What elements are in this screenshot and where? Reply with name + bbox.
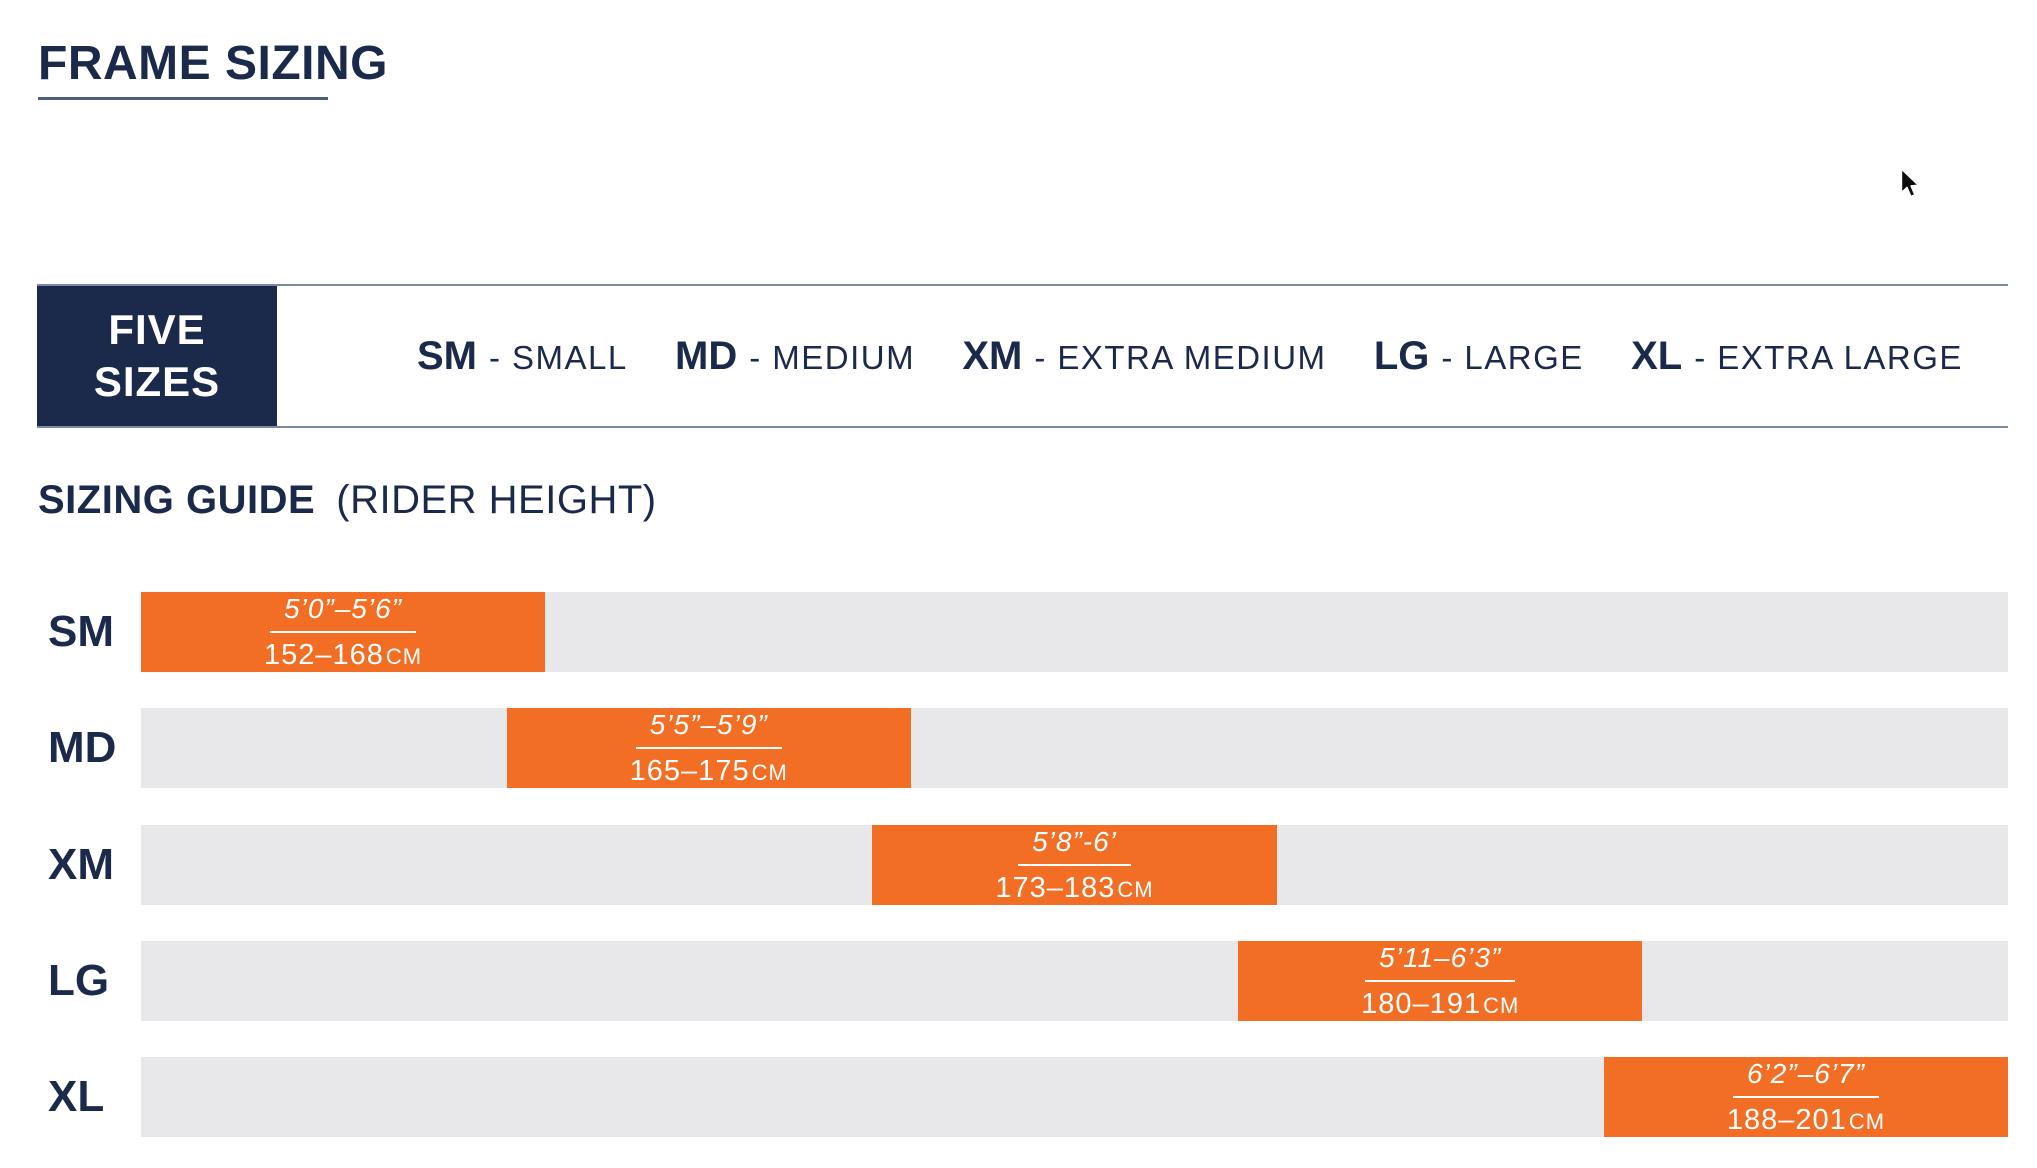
size-range-bar: 5’8”-6’ 173–183 cm [872,825,1277,905]
imperial-range: 5’0”–5’6” [270,593,416,633]
metric-range: 165–175 cm [630,749,788,788]
size-separator: - [1034,338,1046,376]
row-label: LG [48,956,110,1005]
size-legend: SM - SMALL MD - MEDIUM XM - EXTRA MEDIUM… [277,286,2008,426]
size-separator: - [1694,338,1706,376]
size-abbr: SM [417,333,477,378]
five-sizes-line2: SIZES [93,358,221,405]
metric-value: 173–183 [995,871,1116,904]
title-underline [38,97,328,100]
size-range-bar: 5’5”–5’9” 165–175 cm [506,708,911,788]
page-title: FRAME SIZING [38,40,388,100]
row-track: 5’0”–5’6” 152–168 cm [141,592,2008,672]
row-label: SM [48,607,114,656]
row-label: XL [48,1072,105,1121]
sizing-guide-note: (RIDER HEIGHT) [336,478,657,522]
size-name: MEDIUM [772,338,916,376]
size-abbr: XL [1631,333,1683,378]
size-range-bar: 5’0”–5’6” 152–168 cm [141,592,546,672]
row-track: 6’2”–6’7” 188–201 cm [141,1057,2008,1137]
chart-row-xm: XM 5’8”-6’ 173–183 cm [0,825,2037,905]
row-label: MD [48,723,117,772]
five-sizes-line1: FIVE [108,306,206,353]
sizing-chart: SM 5’0”–5’6” 152–168 cm MD 5’5”–5’9” 165… [0,592,2037,1137]
size-range-bar: 5’11–6’3” 180–191 cm [1238,941,1643,1021]
metric-value: 165–175 [629,754,750,787]
metric-unit: cm [1117,876,1154,902]
five-sizes-banner: FIVE SIZES SM - SMALL MD - MEDIUM XM - E… [37,284,2008,428]
metric-range: 152–168 cm [264,633,422,672]
size-separator: - [1441,338,1453,376]
chart-row-md: MD 5’5”–5’9” 165–175 cm [0,708,2037,788]
chart-row-sm: SM 5’0”–5’6” 152–168 cm [0,592,2037,672]
mouse-pointer-icon [1900,168,1920,198]
metric-value: 180–191 [1361,987,1482,1020]
size-separator: - [489,338,500,376]
metric-unit: cm [751,759,788,785]
size-legend-xl: XL - EXTRA LARGE [1631,334,1963,379]
sizing-guide-title: SIZING GUIDE [38,478,316,522]
size-legend-xm: XM - EXTRA MEDIUM [962,334,1326,379]
row-track: 5’11–6’3” 180–191 cm [141,941,2008,1021]
size-name: LARGE [1464,338,1584,376]
metric-range: 173–183 cm [995,866,1153,905]
size-name: EXTRA LARGE [1717,338,1963,376]
size-abbr: MD [675,333,738,378]
five-sizes-badge: FIVE SIZES [37,286,277,426]
size-separator: - [749,338,761,376]
sizing-guide-heading: SIZING GUIDE (RIDER HEIGHT) [38,478,657,523]
imperial-range: 5’8”-6’ [1018,826,1131,866]
size-abbr: XM [962,333,1023,378]
metric-unit: cm [1483,992,1520,1018]
metric-value: 188–201 [1726,1103,1847,1136]
metric-range: 180–191 cm [1361,982,1519,1021]
imperial-range: 5’5”–5’9” [635,709,782,749]
chart-row-lg: LG 5’11–6’3” 180–191 cm [0,941,2037,1021]
page-title-text: FRAME SIZING [38,37,388,90]
size-name: EXTRA MEDIUM [1057,338,1327,376]
size-abbr: LG [1373,333,1430,378]
size-name: SMALL [512,338,628,376]
size-legend-md: MD - MEDIUM [675,334,915,379]
row-label: XM [48,840,114,889]
metric-unit: cm [1848,1108,1886,1134]
row-track: 5’5”–5’9” 165–175 cm [141,708,2008,788]
metric-range: 188–201 cm [1727,1098,1885,1137]
row-track: 5’8”-6’ 173–183 cm [141,825,2008,905]
size-legend-lg: LG - LARGE [1374,334,1584,379]
metric-value: 152–168 [263,638,384,671]
chart-row-xl: XL 6’2”–6’7” 188–201 cm [0,1057,2037,1137]
metric-unit: cm [385,643,423,669]
size-range-bar: 6’2”–6’7” 188–201 cm [1603,1057,2008,1137]
size-legend-sm: SM - SMALL [417,334,628,379]
imperial-range: 5’11–6’3” [1365,942,1516,982]
imperial-range: 6’2”–6’7” [1733,1058,1879,1098]
